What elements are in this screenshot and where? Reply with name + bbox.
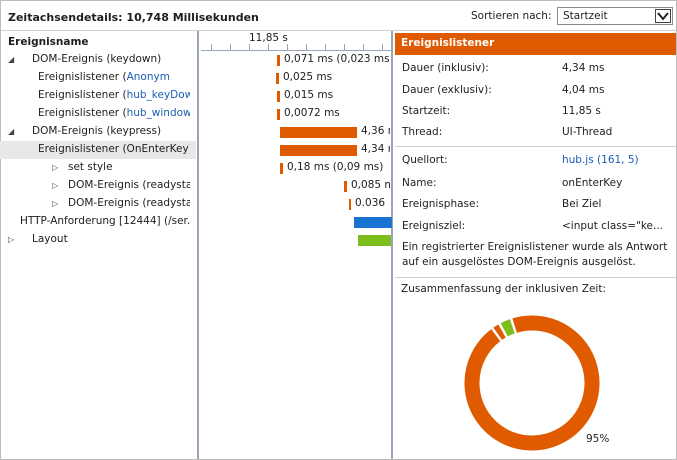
property-key: Dauer (exklusiv): — [402, 84, 492, 96]
header-divider — [1, 30, 676, 31]
timeline-bar[interactable] — [349, 199, 351, 210]
timeline-bar-label: 0.036 — [355, 197, 386, 209]
property-value: Bei Ziel — [562, 198, 602, 210]
tree-row[interactable]: Ereignislistener (hub_window... — [0, 105, 196, 123]
property-key: Ereignisphase: — [402, 198, 480, 210]
tree-row-label: DOM-Ereignis (readystate... — [68, 179, 190, 191]
tree-row[interactable]: ◢ DOM-Ereignis (keydown) — [0, 51, 196, 69]
tree-row-label: Ereignislistener (hub_keyDow... — [38, 89, 190, 101]
tree-row-label: Layout — [32, 233, 68, 245]
tree-row-link[interactable]: Anonym — [126, 71, 170, 83]
timeline-bar[interactable] — [277, 91, 280, 102]
details-header: Ereignislistener — [395, 33, 676, 55]
tree-row[interactable]: ▷ DOM-Ereignis (readystate... — [0, 195, 196, 213]
tree-row-label: DOM-Ereignis (readystate... — [68, 197, 190, 209]
property-value: 4,34 ms — [562, 62, 605, 74]
timeline-bar[interactable] — [280, 145, 357, 156]
tree-row[interactable]: ▷ set style — [0, 159, 196, 177]
property-value: 11,85 s — [562, 105, 601, 117]
ruler-time-label: 11,85 s — [249, 32, 288, 44]
tree-row-link[interactable]: hub_window... — [126, 107, 190, 119]
donut-percent-label: 95% — [586, 433, 610, 445]
donut-segment — [463, 314, 601, 452]
property-key: Thread: — [402, 126, 443, 138]
tree-row[interactable]: HTTP-Anforderung [12444] (/ser... — [0, 213, 196, 231]
timeline-bar[interactable] — [277, 55, 280, 66]
donut-segment — [499, 317, 516, 338]
tree-row-label: DOM-Ereignis (keypress) — [32, 125, 162, 137]
timeline-bar-label: 0,025 ms — [283, 71, 333, 83]
sort-label: Sortieren nach: — [471, 10, 552, 22]
tree-row-label: HTTP-Anforderung [12444] (/ser... — [20, 215, 190, 227]
tree-row[interactable]: ▷ DOM-Ereignis (readystate... — [0, 177, 196, 195]
property-value: <input class="ke... — [562, 220, 664, 232]
source-location-link[interactable]: hub.js (161, 5) — [562, 154, 639, 166]
tree-row[interactable]: ▷ Layout — [0, 231, 196, 249]
tree-row[interactable]: Ereignislistener (Anonym — [0, 69, 196, 87]
timeline-bar-label: 0,015 ms — [284, 89, 334, 101]
timeline-bar[interactable] — [280, 127, 357, 138]
property-value: UI-Thread — [562, 126, 613, 138]
chevron-down-icon[interactable] — [655, 9, 671, 23]
property-key: Startzeit: — [402, 105, 451, 117]
timeline-bar-label: 4,36 m — [361, 125, 390, 137]
expand-arrow-icon[interactable]: ▷ — [52, 163, 59, 172]
collapse-arrow-icon[interactable]: ◢ — [8, 127, 15, 136]
timeline-bar[interactable] — [280, 163, 283, 174]
timeline-bar[interactable] — [344, 181, 347, 192]
property-key: Name: — [402, 177, 437, 189]
timeline-details-title: Zeitachsendetails: 10,748 Millisekunden — [8, 11, 259, 24]
property-key: Quellort: — [402, 154, 448, 166]
tree-row-label: Ereignislistener (hub_window... — [38, 107, 190, 119]
inclusive-time-summary-title: Zusammenfassung der inklusiven Zeit: — [401, 283, 606, 295]
timeline-details-divider[interactable] — [391, 31, 393, 459]
timeline-bar-label: 0,071 ms (0,023 ms) — [284, 53, 390, 65]
expand-arrow-icon[interactable]: ▷ — [52, 199, 59, 208]
timeline-bar[interactable] — [354, 217, 392, 228]
expand-arrow-icon[interactable]: ▷ — [52, 181, 59, 190]
timeline-bar-label: 0,085 m — [351, 179, 390, 191]
event-description: Ein registrierter Ereignislistener wurde… — [402, 241, 668, 268]
tree-row[interactable]: Ereignislistener (hub_keyDow... — [0, 87, 196, 105]
expand-arrow-icon[interactable]: ▷ — [8, 235, 15, 244]
timeline-bar[interactable] — [277, 109, 280, 120]
timeline-bar[interactable] — [358, 235, 391, 246]
tree-row[interactable]: Ereignislistener (OnEnterKey) — [0, 141, 196, 159]
sort-selected-value: Startzeit — [563, 10, 608, 22]
event-name-column-header: Ereignisname — [8, 36, 89, 48]
tree-row-link[interactable]: hub_keyDow... — [126, 89, 190, 101]
tree-timeline-divider[interactable] — [197, 31, 199, 459]
tree-row-label: Ereignislistener (Anonym — [38, 71, 170, 83]
timeline-bar[interactable] — [276, 73, 279, 84]
timeline-ruler — [201, 44, 391, 51]
timeline-bar-label: 0,0072 ms — [284, 107, 340, 119]
property-value: 4,04 ms — [562, 84, 605, 96]
property-key: Dauer (inklusiv): — [402, 62, 489, 74]
details-title: Ereignislistener — [401, 37, 495, 49]
tree-row-label: DOM-Ereignis (keydown) — [32, 53, 162, 65]
property-value: onEnterKey — [562, 177, 623, 189]
collapse-arrow-icon[interactable]: ◢ — [8, 55, 15, 64]
details-divider — [395, 146, 676, 147]
sort-dropdown[interactable]: Startzeit — [557, 7, 673, 25]
tree-row[interactable]: ◢ DOM-Ereignis (keypress) — [0, 123, 196, 141]
timeline-bar-label: 4,34 m — [361, 143, 390, 155]
property-key: Ereignisziel: — [402, 220, 466, 232]
donut-segment — [491, 323, 508, 342]
inclusive-time-donut — [463, 314, 601, 452]
summary-divider — [395, 277, 676, 278]
tree-row-label: Ereignislistener (OnEnterKey) — [38, 143, 190, 155]
timeline-bar-label: 0,18 ms (0,09 ms) — [287, 161, 384, 173]
tree-row-label: set style — [68, 161, 113, 173]
